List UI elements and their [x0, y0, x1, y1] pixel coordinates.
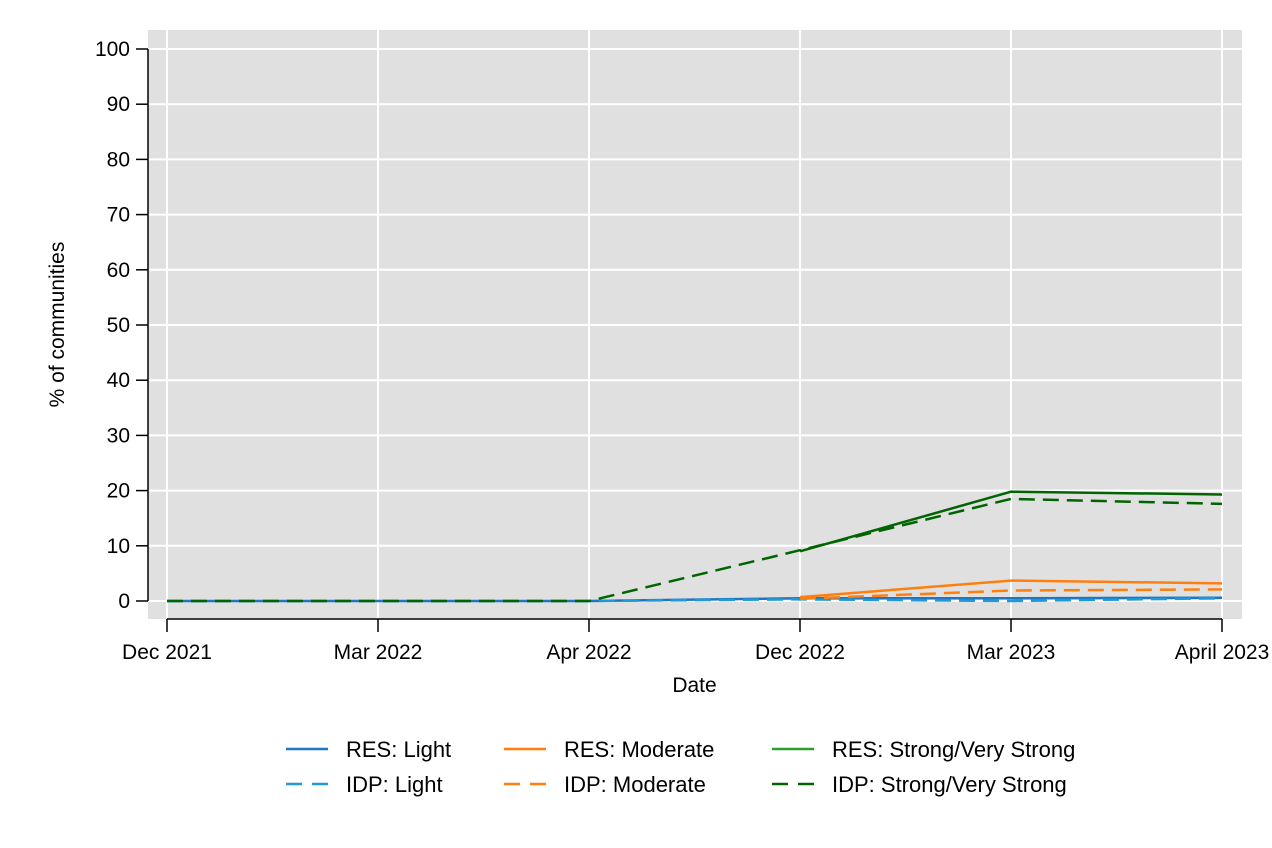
y-tick-label: 80: [107, 148, 130, 171]
x-tick-label: Mar 2022: [334, 641, 423, 664]
gridlines: [148, 30, 1242, 619]
series-line-idp-strong-very-strong: [167, 497, 1223, 603]
x-tick-label: Apr 2022: [546, 641, 631, 664]
x-axis-title: Date: [672, 674, 716, 697]
x-tick-label: Dec 2022: [755, 641, 845, 664]
legend-label-res-light: RES: Light: [346, 737, 451, 762]
y-tick-label: 50: [107, 314, 130, 337]
legend-label-res-strong-very-strong: RES: Strong/Very Strong: [832, 737, 1075, 762]
series-line-res-strong-very-strong: [799, 490, 1223, 553]
legend-label-idp-light: IDP: Light: [346, 772, 443, 797]
legend-label-idp-strong-very-strong: IDP: Strong/Very Strong: [832, 772, 1067, 797]
y-tick-label: 20: [107, 480, 130, 503]
axes: 0 10 20 30 40 50 60 70 80 90 100 Dec 2021 Mar 2022 Ap…: [95, 38, 1269, 664]
y-tick-label: 40: [107, 369, 130, 392]
y-tick-label: 10: [107, 535, 130, 558]
y-tick-label: 70: [107, 204, 130, 227]
y-tick-label: 30: [107, 424, 130, 447]
y-tick-label: 60: [107, 259, 130, 282]
y-axis-title: % of communities: [46, 242, 69, 408]
y-tick-label: 0: [118, 590, 130, 613]
y-tick-label: 90: [107, 93, 130, 116]
legend-label-res-moderate: RES: Moderate: [564, 737, 714, 762]
x-tick-label: Dec 2021: [122, 641, 212, 664]
x-tick-label: April 2023: [1175, 641, 1270, 664]
series-lines: [167, 490, 1223, 603]
series-line-idp-moderate: [799, 588, 1223, 601]
legend: RES: Light RES: Moderate RES: Strong/Very …: [286, 737, 1075, 797]
legend-label-idp-moderate: IDP: Moderate: [564, 772, 706, 797]
series-line-res-moderate: [799, 579, 1223, 599]
y-tick-label: 100: [95, 38, 130, 61]
x-tick-label: Mar 2023: [967, 641, 1056, 664]
